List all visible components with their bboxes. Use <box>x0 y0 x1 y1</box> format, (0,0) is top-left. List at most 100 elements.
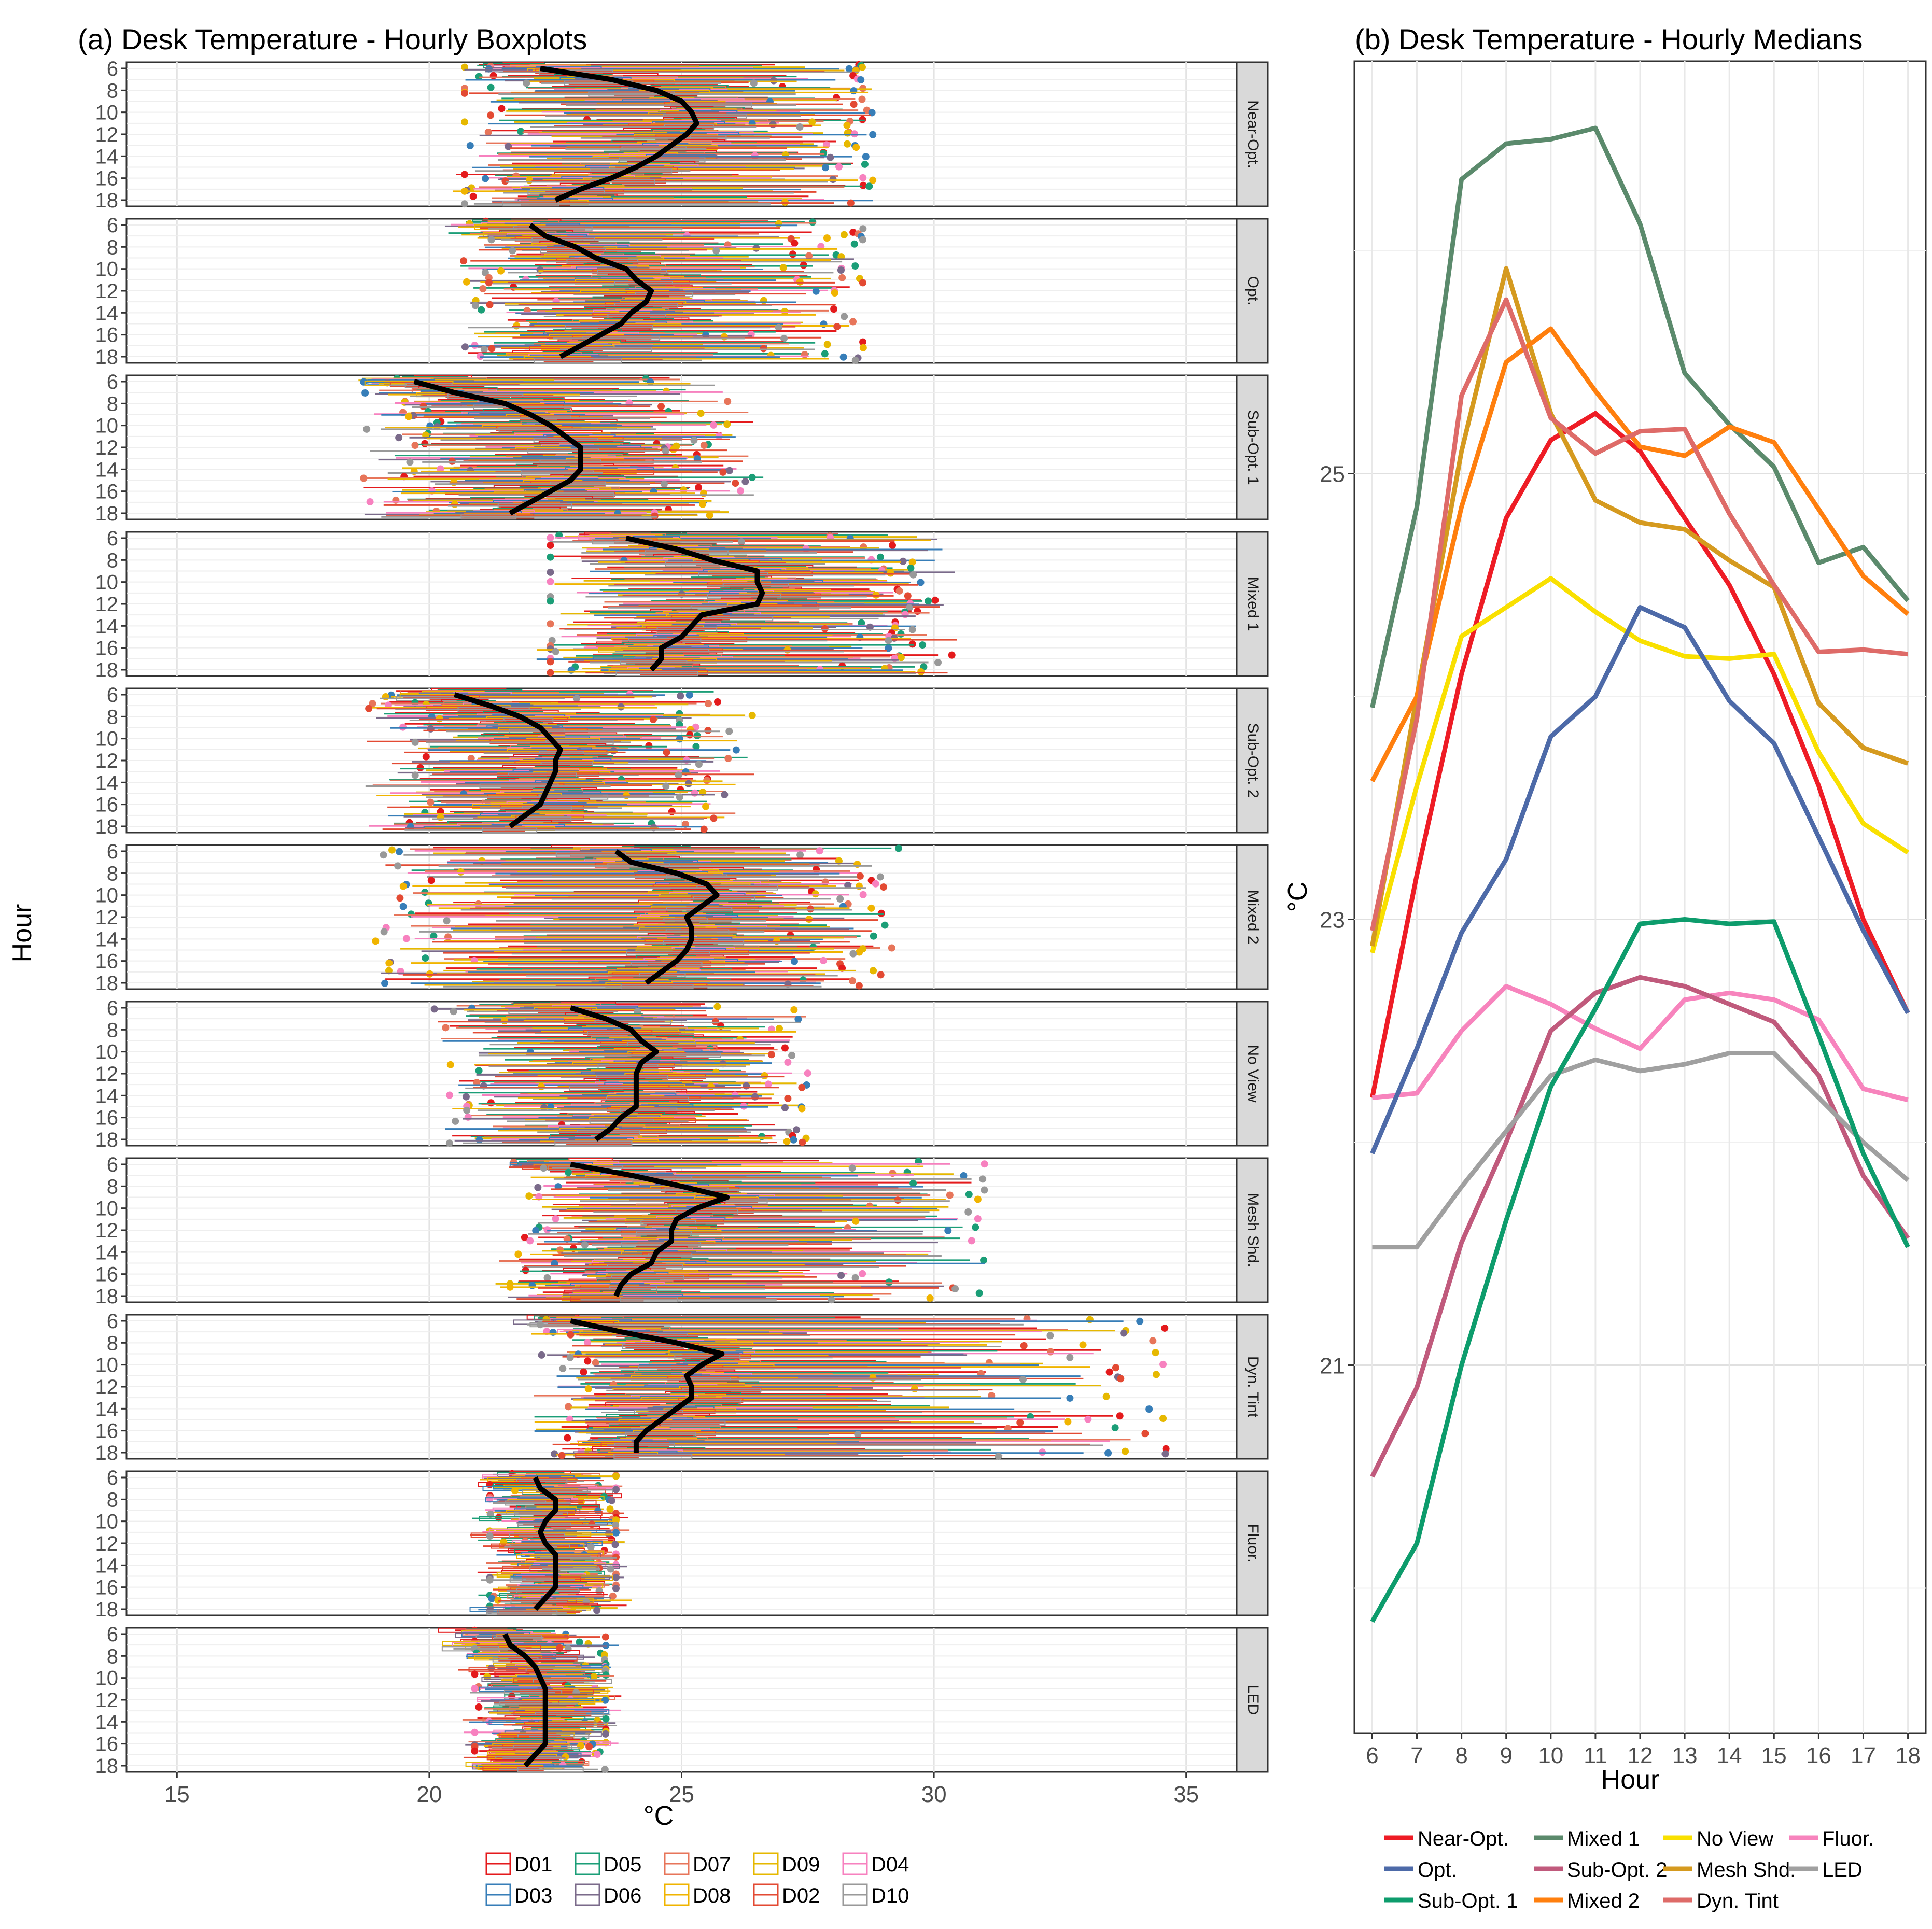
x-tick-label: 8 <box>1455 1743 1467 1768</box>
box-iqr <box>690 135 727 141</box>
box-iqr <box>521 200 570 206</box>
legend-label: D04 <box>871 1853 909 1876</box>
legend-label: D06 <box>604 1884 641 1907</box>
y-tick-label: 12 <box>95 1063 119 1086</box>
box-outlier <box>361 389 369 397</box>
y-tick-label: 6 <box>107 997 118 1020</box>
y-tick-label: 16 <box>95 950 119 973</box>
box-outlier <box>601 1696 609 1704</box>
box-outlier <box>479 285 487 292</box>
box-outlier <box>436 715 443 723</box>
box-outlier <box>1039 1448 1046 1456</box>
box-outlier <box>764 1080 772 1088</box>
box-outlier <box>784 1094 792 1102</box>
y-tick-label: 16 <box>95 1263 119 1286</box>
facet-strip-label: Fluor. <box>1244 1524 1262 1562</box>
panel-b-y-label: °C <box>1283 882 1313 912</box>
box-outlier <box>858 95 866 103</box>
box-outlier <box>511 1487 519 1495</box>
box-outlier <box>506 1283 514 1291</box>
box-outlier <box>836 895 844 903</box>
box-outlier <box>748 711 756 719</box>
box-outlier <box>861 160 869 168</box>
box-iqr <box>521 470 594 476</box>
box-outlier <box>602 1739 610 1747</box>
y-tick-label: 21 <box>1320 1354 1345 1379</box>
y-tick-label: 23 <box>1320 908 1345 933</box>
box-outlier <box>703 777 711 784</box>
box-outlier <box>758 1133 766 1140</box>
y-tick-label: 10 <box>95 258 119 281</box>
y-tick-label: 10 <box>95 1354 119 1377</box>
box-outlier <box>690 437 698 444</box>
box-outlier <box>760 345 767 353</box>
box-outlier <box>891 655 899 663</box>
legend-label: D01 <box>514 1853 552 1876</box>
y-tick-label: 18 <box>95 1442 119 1465</box>
box-outlier <box>869 176 877 184</box>
box-outlier <box>844 140 851 148</box>
box-outlier <box>790 1006 798 1013</box>
box-outlier <box>482 175 489 182</box>
y-tick-label: 6 <box>107 214 118 237</box>
box-outlier <box>944 1227 952 1234</box>
x-tick-label: 30 <box>921 1782 947 1807</box>
box-outlier <box>854 1430 862 1438</box>
box-outlier <box>1120 1329 1128 1337</box>
box-outlier <box>790 1136 797 1144</box>
box-iqr <box>554 1140 633 1146</box>
box-outlier <box>1111 1424 1119 1432</box>
box-outlier <box>427 798 435 806</box>
y-tick-label: 12 <box>95 1376 119 1399</box>
box-iqr <box>470 1532 537 1538</box>
box-outlier <box>835 163 843 171</box>
box-outlier <box>612 1521 620 1529</box>
box-outlier <box>399 723 407 731</box>
box-outlier <box>487 1099 495 1107</box>
box-outlier <box>897 654 905 661</box>
box-iqr <box>520 415 580 420</box>
y-tick-label: 6 <box>107 1467 118 1489</box>
y-tick-label: 10 <box>95 1667 119 1690</box>
median-line <box>570 1318 725 1453</box>
box-outlier <box>683 756 691 764</box>
box-outlier <box>707 1083 715 1091</box>
box-outlier <box>775 220 783 228</box>
box-iqr <box>635 1274 709 1280</box>
box-outlier <box>820 320 828 328</box>
box-outlier <box>852 1217 860 1225</box>
box-outlier <box>770 77 778 85</box>
legend-label: D09 <box>782 1853 820 1876</box>
facet-strip-label: No View <box>1244 1045 1262 1103</box>
series-line-opt- <box>1370 605 1910 1154</box>
median-line <box>569 1005 659 1142</box>
box-outlier <box>917 668 925 675</box>
box-outlier <box>851 130 859 138</box>
box-outlier <box>645 742 653 750</box>
box-outlier <box>699 500 707 508</box>
box-iqr <box>561 1575 613 1581</box>
box-outlier <box>1086 1316 1094 1323</box>
box-outlier <box>457 868 465 876</box>
box-outlier <box>869 1374 877 1382</box>
box-iqr <box>620 984 694 990</box>
box-outlier <box>862 153 870 161</box>
box-outlier <box>366 498 374 506</box>
y-tick-label: 8 <box>107 79 118 102</box>
box-outlier <box>486 301 494 308</box>
box-outlier <box>540 1164 548 1172</box>
box-outlier <box>487 83 495 91</box>
box-outlier <box>451 500 458 508</box>
box-outlier <box>1145 1405 1153 1413</box>
box-outlier <box>773 937 780 945</box>
box-iqr <box>614 90 671 96</box>
box-outlier <box>495 1514 502 1522</box>
box-outlier <box>505 143 512 150</box>
box-outlier <box>800 261 807 269</box>
box-outlier <box>580 1368 587 1376</box>
box-outlier <box>551 1450 558 1458</box>
